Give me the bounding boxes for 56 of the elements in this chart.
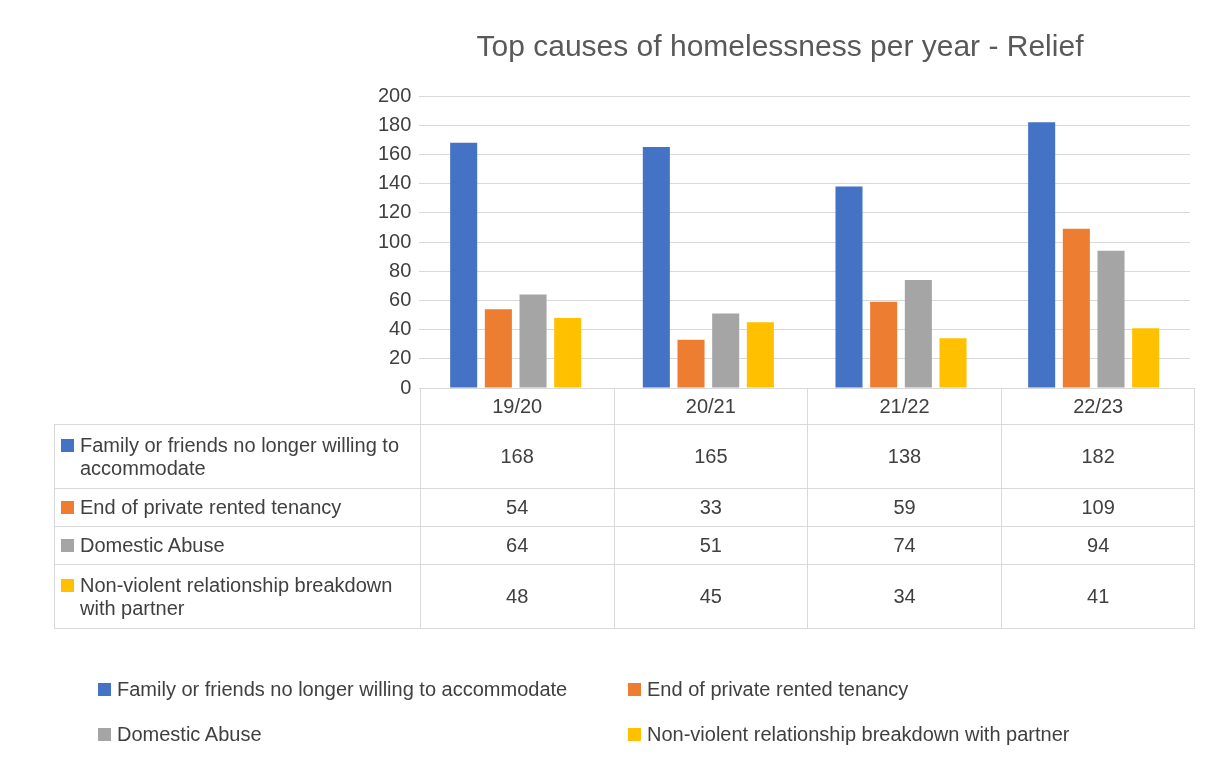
text: End of private rented tenancy: [647, 678, 909, 700]
bar: [835, 186, 863, 388]
y-tick-label: 160: [377, 141, 412, 164]
bar: [450, 142, 478, 388]
y-tick-label: 20: [389, 346, 412, 369]
y-tick-label: 120: [377, 200, 412, 223]
y-tick-label: 40: [389, 317, 412, 340]
y-tick-label: 80: [389, 258, 412, 281]
y-tick-label: 180: [377, 112, 412, 135]
data-label: 48: [420, 564, 615, 629]
y-tick-label: 100: [377, 229, 412, 252]
x-tick-label: 22/23: [1001, 388, 1195, 425]
text: Domestic Abuse: [117, 723, 262, 745]
bar: [746, 322, 774, 388]
chart-title: Top causes of homelessness per year - Relief: [476, 29, 1085, 63]
data-label: 138: [807, 424, 1002, 489]
x-tick-label: 19/20: [420, 388, 615, 425]
bar: [870, 301, 898, 388]
data-label: 51: [614, 526, 808, 565]
data-label: 54: [420, 488, 615, 527]
bar: [554, 317, 582, 388]
bar: [1028, 122, 1056, 388]
bar: [1097, 250, 1125, 388]
y-tick-label: 60: [389, 287, 412, 310]
data-label: 33: [614, 488, 808, 527]
bar: [939, 338, 967, 388]
data-label: 94: [1001, 526, 1195, 565]
data-label: 168: [420, 424, 615, 489]
data-label: 74: [807, 526, 1002, 565]
bar: [677, 339, 705, 388]
y-tick-label: 200: [377, 83, 412, 106]
bar: [712, 313, 740, 388]
bar: [484, 309, 512, 388]
bar: [1132, 328, 1160, 388]
data-label: 64: [420, 526, 615, 565]
text: Non-violent relationship breakdown with partner: [647, 723, 1070, 745]
data-label: 165: [614, 424, 808, 489]
data-label: 59: [807, 488, 1002, 527]
data-label: 45: [614, 564, 808, 629]
legend-label: End of private rented tenancy: [80, 496, 342, 519]
bar: [904, 279, 932, 388]
y-tick-label: 0: [400, 375, 412, 398]
bar: [1062, 228, 1090, 388]
data-label: 34: [807, 564, 1002, 629]
legend-label: Family or friends no longer willing to accommodate: [80, 433, 401, 480]
text: Family or friends no longer willing to accommodate: [117, 678, 568, 700]
x-tick-label: 20/21: [614, 388, 808, 425]
y-tick-label: 140: [377, 171, 412, 194]
data-label: 41: [1001, 564, 1195, 629]
legend-label: Domestic Abuse: [80, 534, 225, 557]
data-label: 182: [1001, 424, 1195, 489]
x-tick-label: 21/22: [807, 388, 1002, 425]
legend-label: Non-violent relationship breakdown with partner: [80, 573, 394, 620]
data-label: 109: [1001, 488, 1195, 527]
bar: [519, 294, 547, 388]
bar: [642, 147, 670, 388]
